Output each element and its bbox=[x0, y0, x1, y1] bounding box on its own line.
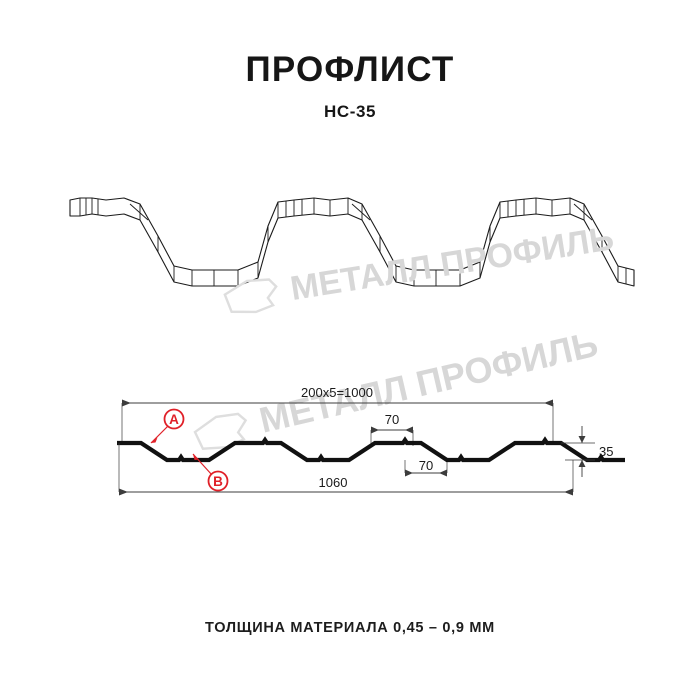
callout-a: A bbox=[150, 408, 185, 444]
material-thickness-note: ТОЛЩИНА МАТЕРИАЛА 0,45 – 0,9 ММ bbox=[205, 620, 495, 636]
callout-a-circle bbox=[163, 408, 185, 430]
callout-b-label: B bbox=[213, 474, 223, 489]
dimension-bottom-flange bbox=[404, 460, 448, 477]
dimension-label-height: 35 bbox=[599, 444, 613, 459]
dimension-label-overall-width: 1060 bbox=[319, 475, 348, 490]
isometric-profile-view bbox=[62, 178, 642, 318]
page-title: ПРОФЛИСТ bbox=[245, 50, 455, 89]
dimension-label-top-flange: 70 bbox=[385, 412, 399, 427]
product-code: НС-35 bbox=[323, 101, 377, 121]
callout-b: B bbox=[192, 453, 229, 492]
dimension-label-pitch-total: 200x5=1000 bbox=[301, 385, 373, 400]
dimension-height bbox=[561, 426, 595, 477]
callout-a-label: A bbox=[169, 412, 179, 427]
dimension-top-flange bbox=[370, 426, 414, 446]
cross-section-drawing: 200x5=1000 70 70 bbox=[95, 380, 625, 515]
profile-outline bbox=[117, 436, 625, 463]
dimension-overall-width bbox=[118, 443, 574, 496]
dimension-pitch-total bbox=[121, 399, 554, 442]
dimension-label-bottom-flange: 70 bbox=[419, 458, 433, 473]
page-header: ПРОФЛИСТ НС-35 bbox=[0, 50, 700, 122]
callout-b-circle bbox=[207, 470, 229, 492]
